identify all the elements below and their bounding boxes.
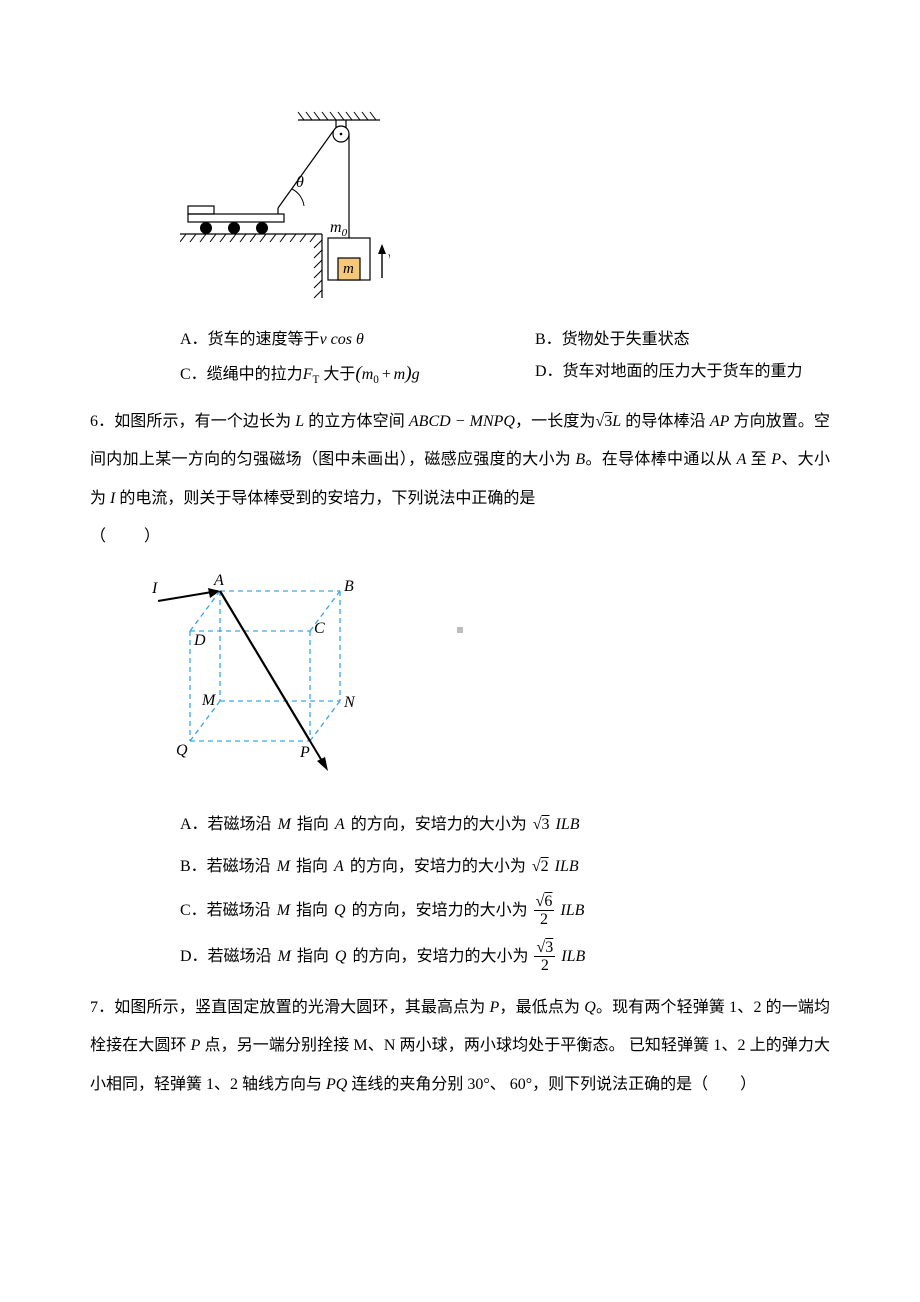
q5-option-d: D．货车对地面的压力大于货车的重力 [535,360,830,389]
cube-svg: A B C D M N P Q I [150,571,390,781]
q5-option-b: B．货物处于失重状态 [535,328,830,352]
cube-label-a: A [213,572,224,589]
q6-option-c: C．若磁场沿 M 指向 Q 的方向，安培力的大小为 √62 ILB [180,893,830,929]
figure-cube: A B C D M N P Q I [150,571,830,789]
cube-label-d: D [193,632,206,649]
v-label: v [388,249,390,266]
figure-truck-pulley: θ m0 m [180,110,830,308]
q6-option-a: A．若磁场沿 M 指向 A 的方向，安培力的大小为√3ILB [180,809,830,841]
cube-label-p: P [299,744,310,761]
cube-label-b: B [344,578,354,595]
cube-label-i: I [151,580,158,597]
theta-label: θ [296,174,304,191]
m-label: m [343,261,354,277]
cube-label-q: Q [176,742,188,759]
q6-option-b: B．若磁场沿 M 指向 A 的方向，安培力的大小为√2ILB [180,851,830,883]
cube-label-n: N [343,694,356,711]
cube-label-c: C [314,620,325,637]
truck-pulley-svg: θ m0 m [180,110,390,300]
q5-options-row1: A．货车的速度等于v cos θ B．货物处于失重状态 [180,328,830,352]
q7-text: 7．如图所示，竖直固定放置的光滑大圆环，其最高点为 P，最低点为 Q。现有两个轻… [90,989,830,1104]
q6-text: 6．如图所示，有一个边长为 L 的立方体空间 ABCD − MNPQ，一长度为√… [90,403,830,557]
q5-options-row2: C．缆绳中的拉力FT 大于(m0+m)g D．货车对地面的压力大于货车的重力 [180,360,830,389]
q5-option-c: C．缆绳中的拉力FT 大于(m0+m)g [180,360,475,389]
cube-label-m: M [201,692,217,709]
q5-option-a: A．货车的速度等于v cos θ [180,328,475,352]
q6-option-d: D．若磁场沿 M 指向 Q 的方向，安培力的大小为 √32 ILB [180,939,830,975]
m0-label: m0 [330,219,348,239]
